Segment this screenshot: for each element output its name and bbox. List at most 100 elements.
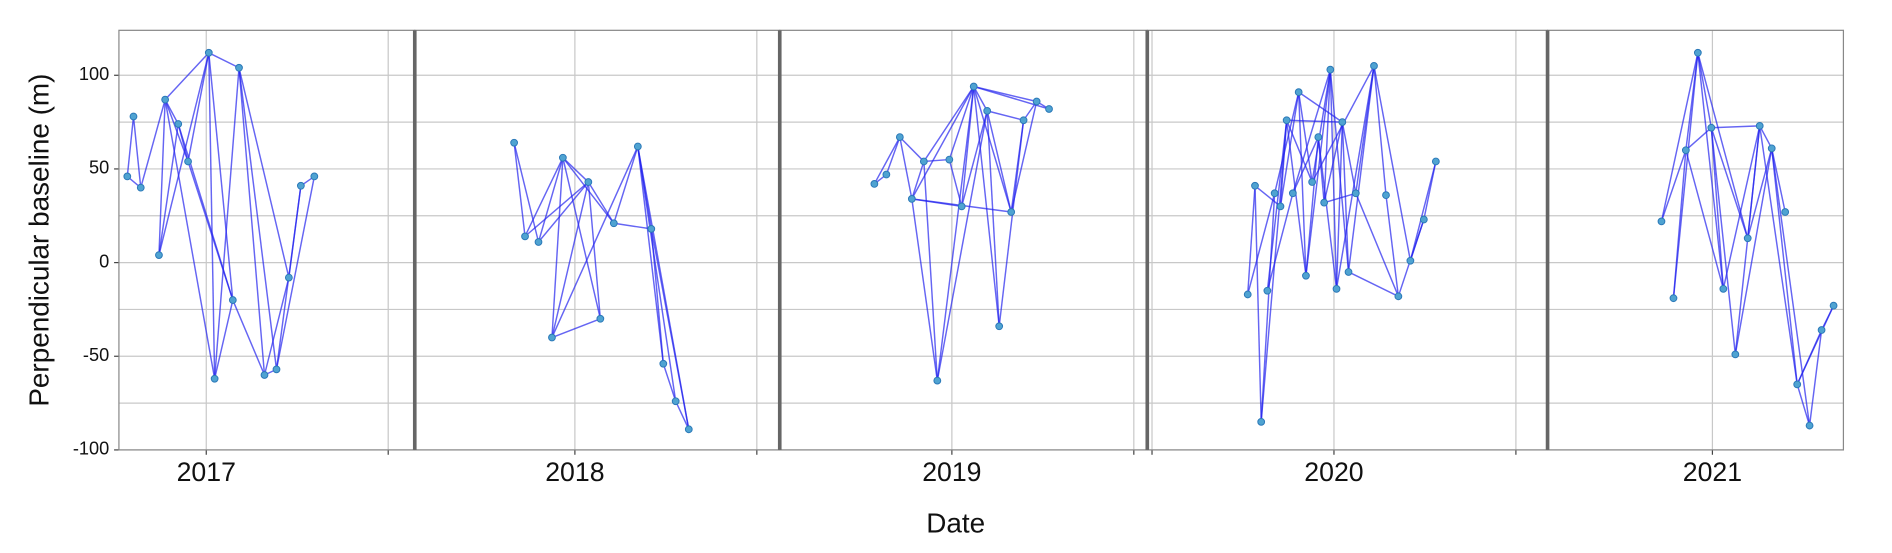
acquisition-point	[1045, 105, 1053, 113]
acquisition-point	[633, 142, 642, 151]
acquisition-point	[1693, 48, 1702, 57]
baseline-edge	[911, 86, 975, 200]
baseline-edge	[911, 198, 939, 381]
acquisition-point	[521, 232, 529, 241]
acquisition-point	[1263, 286, 1272, 295]
acquisition-point	[1282, 116, 1291, 125]
baseline-edge	[923, 158, 950, 163]
acquisition-point	[1019, 116, 1028, 125]
baseline-edge	[662, 363, 677, 402]
baseline-edge	[1297, 92, 1307, 276]
baseline-edge	[1279, 120, 1288, 207]
baseline-edge	[911, 161, 925, 200]
y-tick-label: -50	[83, 345, 109, 365]
baseline-edge	[986, 110, 1000, 327]
baseline-edge	[986, 110, 1012, 213]
acquisition-point	[136, 183, 145, 192]
acquisition-point	[907, 195, 916, 203]
baseline-edge	[986, 110, 1024, 121]
baseline-edge	[587, 181, 602, 319]
acquisition-point	[1719, 284, 1728, 293]
y-axis-label: Perpendicular baseline (m)	[24, 74, 55, 407]
baseline-edge	[232, 299, 266, 376]
acquisition-point	[1370, 62, 1378, 70]
baseline-edge	[1292, 136, 1319, 194]
acquisition-point	[1731, 350, 1740, 359]
baseline-edge	[1672, 52, 1699, 299]
baseline-edge	[1660, 149, 1687, 222]
baseline-edge	[187, 52, 210, 162]
acquisition-point	[1326, 65, 1335, 74]
panel-frame	[414, 29, 781, 451]
acquisition-point	[260, 371, 269, 379]
baseline-edge	[1796, 384, 1811, 426]
baseline-edge	[1746, 125, 1761, 239]
baseline-edge	[1348, 271, 1399, 297]
acquisition-point	[1382, 191, 1390, 200]
baseline-edge	[1734, 148, 1773, 355]
baseline-edge	[873, 136, 901, 185]
baseline-edge	[1285, 119, 1313, 183]
baseline-edge	[1685, 52, 1699, 151]
acquisition-point	[1308, 178, 1317, 186]
baseline-edge	[288, 185, 302, 278]
baseline-edge	[1286, 119, 1343, 123]
baseline-edge	[126, 116, 135, 177]
baseline-edge	[1323, 69, 1332, 203]
acquisition-point	[310, 172, 319, 181]
baseline-edge	[1808, 329, 1823, 426]
baseline-edge	[973, 86, 1012, 213]
baseline-edge	[1385, 195, 1400, 297]
baseline-edge	[1323, 192, 1357, 204]
x-tick-label: 2018	[545, 457, 604, 487]
baseline-edge	[513, 142, 526, 237]
acquisition-point	[272, 365, 281, 374]
acquisition-point	[129, 112, 138, 121]
acquisition-point	[609, 219, 618, 228]
acquisition-point	[1270, 189, 1279, 198]
baseline-edge	[998, 120, 1025, 327]
acquisition-point	[1669, 294, 1678, 303]
baseline-edge	[1285, 120, 1307, 276]
acquisition-point	[1257, 417, 1266, 426]
acquisition-point	[1320, 198, 1329, 207]
acquisition-point	[1657, 217, 1666, 226]
acquisition-point	[957, 202, 966, 211]
baseline-edge	[637, 146, 690, 430]
acquisition-point	[1755, 121, 1764, 130]
baseline-edge	[1697, 52, 1713, 128]
baseline-edge	[637, 146, 665, 364]
baseline-edge	[948, 86, 975, 160]
y-tick-label: 100	[79, 64, 109, 84]
x-tick-label: 2021	[1683, 457, 1742, 487]
baseline-edge	[513, 142, 540, 243]
acquisition-point	[1251, 181, 1259, 190]
baseline-edge	[158, 99, 166, 256]
acquisition-point	[548, 333, 556, 342]
acquisition-point	[204, 48, 213, 57]
acquisition-point	[945, 155, 954, 164]
acquisition-point	[1394, 292, 1403, 301]
baseline-edge	[238, 67, 278, 370]
baseline-edge	[524, 157, 564, 237]
acquisition-point	[882, 170, 891, 179]
baseline-edge	[551, 146, 639, 338]
baseline-edge	[1722, 125, 1761, 289]
baseline-edge	[208, 52, 216, 379]
acquisition-point	[584, 178, 593, 186]
acquisition-point	[1288, 189, 1297, 198]
x-tick-label: 2019	[922, 457, 981, 487]
acquisition-point	[1781, 208, 1790, 216]
acquisition-point	[510, 138, 518, 147]
baseline-edge	[213, 299, 234, 379]
acquisition-point	[558, 153, 567, 162]
acquisition-point	[1302, 271, 1310, 280]
acquisition-point	[1431, 157, 1440, 166]
baseline-edge	[164, 52, 210, 101]
baseline-edge	[1373, 65, 1412, 261]
baseline-edge	[1771, 148, 1786, 213]
acquisition-point	[1314, 133, 1323, 141]
baseline-edge	[650, 228, 665, 364]
baseline-edge	[562, 157, 602, 319]
baseline-edge	[1247, 193, 1276, 295]
